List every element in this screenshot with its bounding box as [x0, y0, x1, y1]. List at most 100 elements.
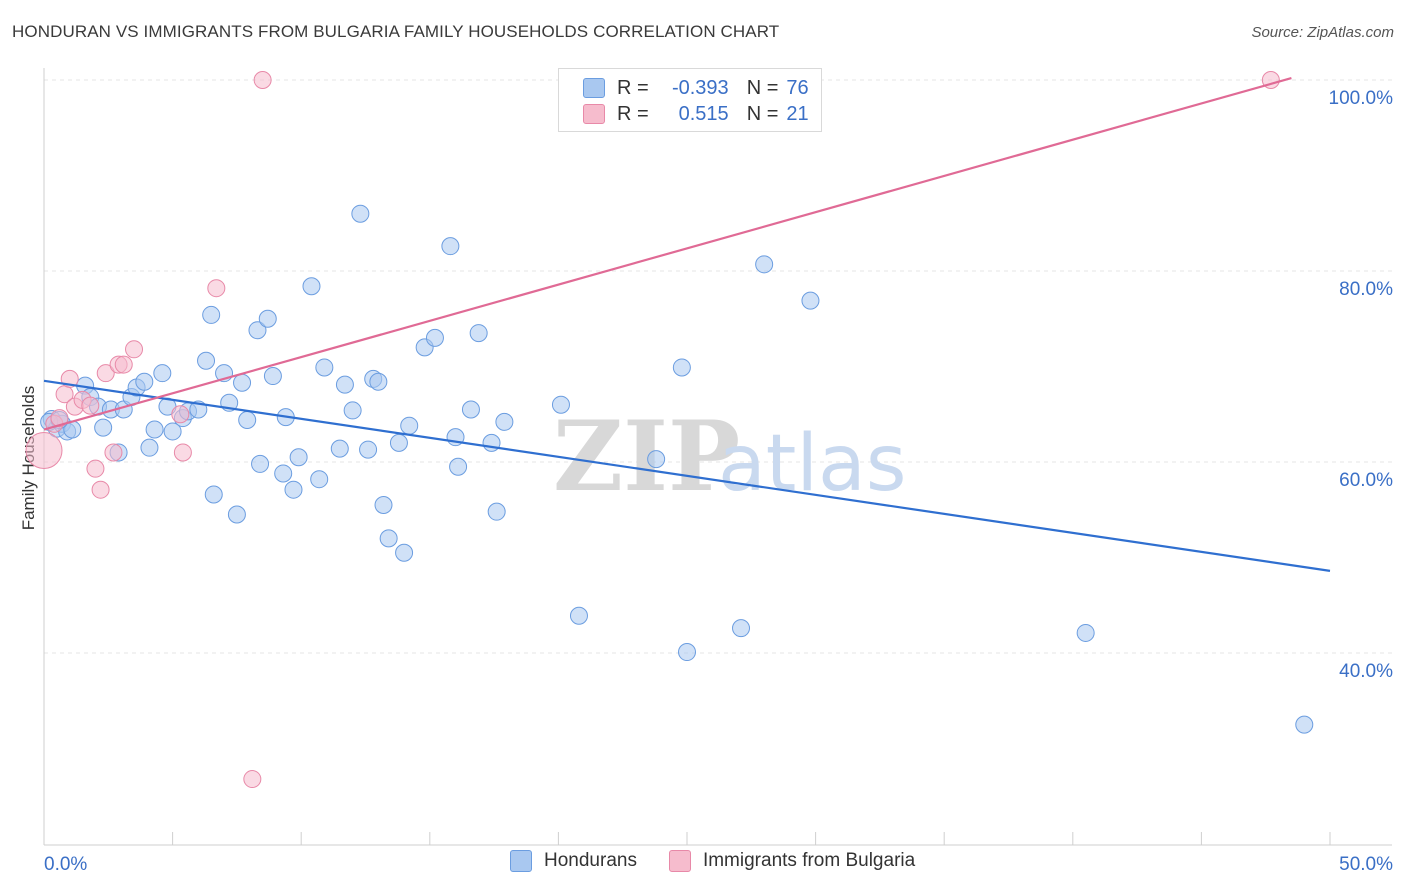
- legend-r-label: R =: [617, 76, 649, 99]
- hondurans-point: [153, 364, 172, 383]
- bulgaria-point: [86, 459, 105, 478]
- x-tick-label: 0.0%: [44, 854, 87, 875]
- legend-bulgaria-n: 21: [786, 102, 809, 125]
- y-tick-labels: 40.0% 60.0% 80.0% 100.0%: [1329, 88, 1394, 682]
- y-tick-label: 100.0%: [1329, 88, 1394, 109]
- watermark: ZIP atlas: [553, 400, 907, 513]
- legend-n-label: N =: [746, 102, 779, 125]
- hondurans-point: [400, 416, 419, 435]
- hondurans-point: [330, 439, 349, 458]
- bulgaria-point: [114, 355, 133, 374]
- legend-n-label: N =: [746, 76, 779, 99]
- hondurans-point: [487, 502, 506, 521]
- hondurans-point: [1076, 623, 1095, 642]
- x-tick-label: 50.0%: [1339, 854, 1393, 875]
- legend-swatch-bulgaria: [668, 850, 691, 872]
- hondurans-point: [469, 324, 488, 343]
- y-tick-label: 80.0%: [1339, 279, 1393, 300]
- hondurans-point: [302, 277, 321, 296]
- hondurans-point: [678, 643, 696, 662]
- bulgaria-point: [171, 405, 190, 424]
- hondurans-point: [395, 543, 414, 562]
- legend-swatch-hondurans: [510, 850, 532, 872]
- watermark-atlas: atlas: [718, 419, 907, 509]
- hondurans-point: [374, 495, 393, 514]
- hondurans-point: [274, 464, 293, 483]
- hondurans-point: [202, 305, 221, 324]
- hondurans-point: [263, 367, 282, 386]
- series-legend: Hondurans Immigrants from Bulgaria: [510, 850, 947, 872]
- hondurans-point: [251, 454, 270, 473]
- hondurans-point: [315, 358, 334, 377]
- bulgaria-point: [50, 409, 69, 428]
- hondurans-point: [163, 422, 182, 441]
- hondurans-point: [369, 372, 388, 391]
- hondurans-point: [145, 420, 164, 439]
- legend-item-bulgaria: Immigrants from Bulgaria: [668, 850, 916, 872]
- legend-bulgaria-r: 0.515: [678, 102, 729, 125]
- hondurans-point: [258, 309, 277, 328]
- hondurans-point: [389, 433, 408, 452]
- hondurans-point: [94, 418, 113, 437]
- bulgaria-point: [104, 443, 123, 462]
- gridlines: [44, 79, 1392, 654]
- hondurans-point: [755, 255, 774, 274]
- hondurans-point: [1295, 715, 1314, 734]
- hondurans-point: [238, 410, 257, 429]
- source-label: Source: ZipAtlas.com: [1251, 24, 1394, 41]
- chart-title: HONDURAN VS IMMIGRANTS FROM BULGARIA FAM…: [12, 22, 780, 41]
- bulgaria-points: [25, 71, 1280, 789]
- hondurans-point: [425, 328, 444, 347]
- legend-row-bulgaria: R = 0.515 N = 21: [583, 101, 809, 127]
- bulgaria-point: [253, 71, 272, 89]
- hondurans-point: [233, 373, 252, 392]
- hondurans-point: [732, 619, 751, 638]
- trend-lines: [43, 77, 1331, 572]
- hondurans-point: [135, 372, 154, 391]
- bulgaria-point: [96, 364, 115, 383]
- legend-row-hondurans: R = -0.393 N = 76: [583, 75, 809, 101]
- hondurans-point: [310, 470, 329, 489]
- hondurans-point: [441, 237, 460, 256]
- legend-label-bulgaria: Immigrants from Bulgaria: [702, 850, 916, 871]
- legend-r-label: R =: [617, 102, 649, 125]
- legend-hondurans-r: -0.393: [671, 76, 729, 99]
- bulgaria-point: [91, 480, 110, 499]
- bulgaria-point: [207, 279, 226, 298]
- y-tick-label: 40.0%: [1339, 661, 1393, 682]
- watermark-zip: ZIP: [553, 400, 740, 513]
- hondurans-point: [284, 480, 303, 499]
- hondurans-point: [248, 321, 267, 340]
- bulgaria-point: [243, 770, 262, 789]
- bulgaria-point: [125, 340, 144, 359]
- hondurans-point: [551, 395, 570, 414]
- hondurans-trendline: [43, 379, 1331, 572]
- legend-swatch-hondurans: [583, 78, 605, 98]
- correlation-legend: R = -0.393 N = 76 R = 0.515 N = 21: [558, 68, 822, 132]
- hondurans-point: [461, 400, 480, 419]
- hondurans-point: [672, 358, 691, 377]
- hondurans-point: [343, 401, 362, 420]
- x-tick-labels: 0.0% 50.0%: [44, 854, 1393, 875]
- legend-hondurans-n: 76: [786, 76, 809, 99]
- bulgaria-point: [25, 432, 63, 470]
- hondurans-point: [647, 450, 666, 469]
- hondurans-point: [359, 440, 378, 459]
- hondurans-point: [351, 204, 370, 223]
- bulgaria-trendline: [43, 77, 1292, 431]
- bulgaria-point: [173, 443, 192, 462]
- hondurans-point: [569, 606, 588, 625]
- hondurans-point: [801, 291, 820, 310]
- y-tick-label: 60.0%: [1339, 470, 1393, 491]
- legend-swatch-bulgaria: [583, 104, 605, 124]
- hondurans-point: [335, 375, 354, 394]
- hondurans-point: [495, 412, 514, 431]
- hondurans-point: [197, 351, 216, 370]
- hondurans-point: [204, 485, 223, 504]
- hondurans-point: [289, 448, 308, 467]
- legend-item-hondurans: Hondurans: [510, 850, 637, 872]
- hondurans-point: [449, 457, 468, 476]
- legend-label-hondurans: Hondurans: [544, 850, 637, 871]
- bulgaria-point: [81, 396, 100, 415]
